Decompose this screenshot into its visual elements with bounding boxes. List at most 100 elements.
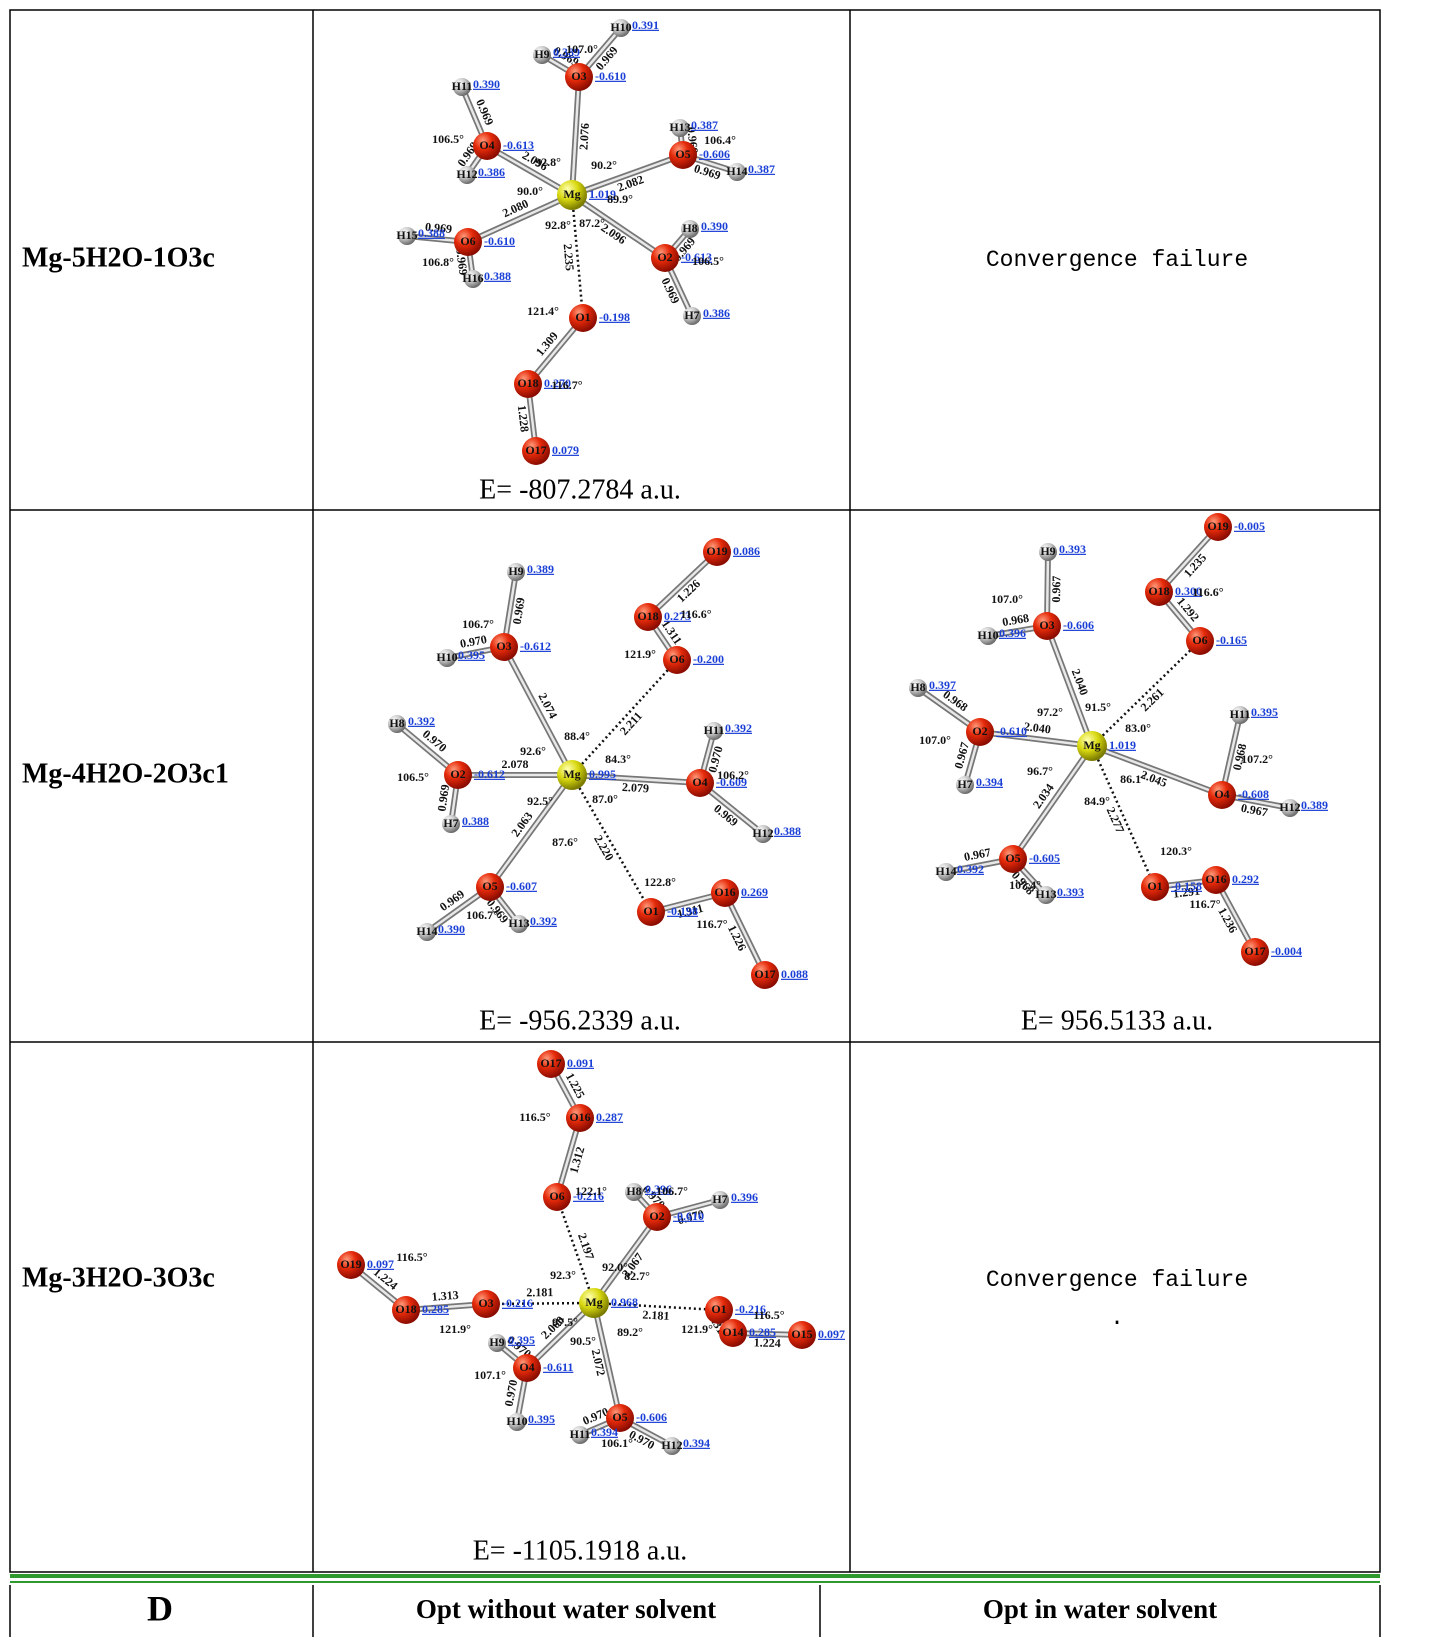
atom-label: O18 (517, 376, 538, 390)
atom-label: H8 (682, 221, 697, 235)
bond-angle: 116.7° (551, 378, 582, 392)
bond-length: 2.197 (575, 1231, 597, 1261)
atom-label: H12 (661, 1438, 682, 1452)
energy: E= -807.2784 a.u. (479, 474, 681, 505)
atom-label: Mg (563, 767, 580, 781)
bond-angle: 121.9° (624, 647, 656, 661)
partial-charge: 0.388 (418, 226, 445, 240)
bond-length: 1.226 (725, 923, 749, 953)
bond-angle: 92.6° (520, 744, 546, 758)
bond-angle: 90.5° (570, 1334, 596, 1348)
bond-angle: 90.0° (517, 184, 543, 198)
atom-label: O19 (706, 544, 727, 558)
partial-charge: 0.388 (774, 824, 801, 838)
atom (1186, 627, 1214, 655)
bond-dotted (485, 1301, 595, 1306)
atom-label: Mg (563, 187, 580, 201)
partial-charge: 0.086 (733, 544, 760, 558)
atom (711, 879, 739, 907)
atom (418, 923, 436, 941)
atom (979, 627, 997, 645)
partial-charge: -0.605 (1029, 851, 1060, 865)
atom-label: O3 (1039, 618, 1054, 632)
molecule: 2.0402.0402.0452.0342.2612.2771.2921.235… (909, 513, 1328, 1036)
atom-label: H10 (506, 1414, 527, 1428)
partial-charge: 0.097 (367, 1257, 394, 1271)
atom-label: H12 (456, 167, 477, 181)
partial-charge: -0.613 (503, 138, 534, 152)
partial-charge: 0.300 (1175, 584, 1202, 598)
atom (728, 163, 746, 181)
partial-charge: 0.270 (544, 376, 571, 390)
bond-angle: 116.6° (1192, 585, 1223, 599)
bond-length: 2.181 (642, 1307, 670, 1322)
partial-charge: -0.198 (667, 904, 698, 918)
atom (703, 538, 731, 566)
atom-label: H10 (610, 20, 631, 34)
bond-shine (723, 892, 767, 976)
bond-length: 2.211 (617, 709, 645, 738)
bond-length: 1.226 (674, 577, 703, 606)
partial-charge: 0.394 (976, 775, 1003, 789)
atom-label: O1 (1147, 879, 1162, 893)
atom-label: H11 (1230, 707, 1251, 721)
status-text: Convergence failure (986, 247, 1248, 273)
atom-label: O4 (1214, 787, 1229, 801)
partial-charge: 0.390 (438, 922, 465, 936)
atom (719, 1319, 747, 1347)
atom-label: H9 (534, 47, 549, 61)
row-label: Mg-4H2O-2O3c1 (22, 758, 229, 789)
atom (508, 1413, 526, 1431)
partial-charge: -0.610 (673, 1209, 704, 1223)
note: . (1110, 1305, 1124, 1331)
atom (337, 1251, 365, 1279)
bond-dotted (593, 1301, 720, 1312)
partial-charge: -0.216 (573, 1189, 604, 1203)
bond-length: 2.040 (1023, 719, 1052, 736)
bond-length: 0.967 (963, 845, 992, 864)
atom (1141, 873, 1169, 901)
partial-charge: 0.392 (725, 721, 752, 735)
molecule: 2.0762.0962.0822.0802.0962.2351.3091.228… (396, 18, 775, 506)
atom-label: O3 (478, 1296, 493, 1310)
atom (392, 1296, 420, 1324)
bond-shine (979, 730, 1093, 748)
partial-charge: 0.394 (683, 1436, 710, 1450)
bond-shine (647, 551, 718, 618)
atom (686, 769, 714, 797)
atom-label: O4 (479, 138, 494, 152)
bond-shine (571, 193, 666, 260)
atom (1039, 543, 1057, 561)
bond-shine (527, 317, 584, 385)
atom (671, 119, 689, 137)
bond-length: 0.970 (502, 1378, 521, 1407)
atom-label: H7 (712, 1192, 727, 1206)
atom (476, 873, 504, 901)
bond-angle: 116.7° (1189, 897, 1220, 911)
atom-label: O17 (754, 967, 775, 981)
atom (663, 1437, 681, 1455)
atom-label: O18 (395, 1302, 416, 1316)
atom (1037, 886, 1055, 904)
atom (513, 1354, 541, 1382)
bond-angle: 90.2° (591, 158, 617, 172)
atom (444, 761, 472, 789)
bond-angle: 84.3° (605, 752, 631, 766)
partial-charge: -0.606 (1063, 618, 1094, 632)
partial-charge: 0.392 (957, 862, 984, 876)
atom-label: Mg (1083, 738, 1100, 752)
atom (634, 603, 662, 631)
energy: E= 956.5133 a.u. (1021, 1005, 1213, 1036)
atom-label: H13 (669, 120, 690, 134)
atom (571, 1426, 589, 1444)
bond-angle: 92.0° (602, 1260, 628, 1274)
bond-angle: 116.7° (696, 917, 727, 931)
atom (472, 1290, 500, 1318)
atom-label: H15 (396, 228, 417, 242)
partial-charge: -0.612 (520, 639, 551, 653)
partial-charge: 0.389 (553, 45, 580, 59)
bond-angle: 96.7° (1027, 764, 1053, 778)
partial-charge: -0.165 (1216, 633, 1247, 647)
partial-charge: 0.394 (591, 1425, 618, 1439)
atom-label: H8 (626, 1184, 641, 1198)
